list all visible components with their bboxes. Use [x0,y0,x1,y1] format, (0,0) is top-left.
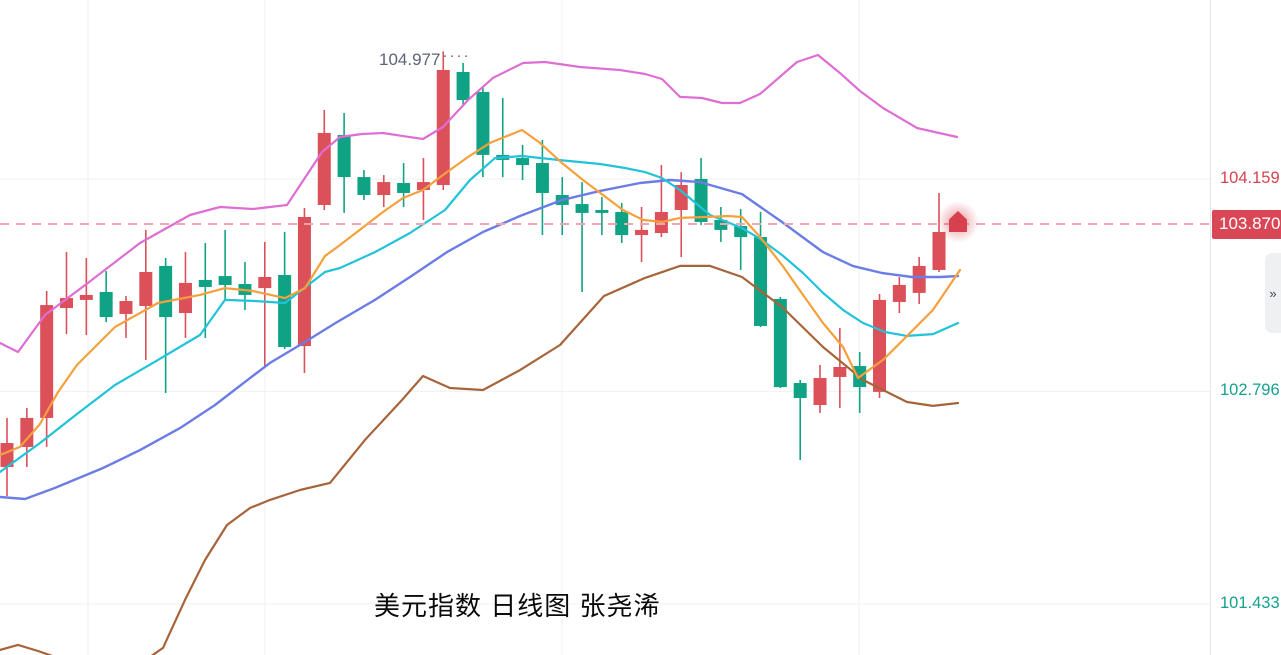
lower-band-line [0,264,960,655]
price-axis-label: 102.796 [1220,381,1280,400]
high-price-annotation: 104.977 ···· [379,47,471,70]
current-price-badge: 103.870 [1212,209,1281,239]
candle-body [198,279,212,287]
candle-body [694,178,708,222]
candle-body [595,209,609,213]
price-marker-icon [949,210,967,232]
candle-body [59,298,73,309]
candle-body [674,185,688,210]
candle-body [357,177,371,196]
candle-body [258,277,272,289]
price-axis-separator [1210,0,1211,655]
candle-body [773,298,787,388]
candle-body [892,284,906,302]
candle-body [20,417,34,447]
candle-body [397,182,411,193]
candle-body [278,274,292,348]
candle-body [932,231,946,270]
candle-body [119,301,133,314]
candle-body [873,299,887,392]
candlestick-series [0,51,946,497]
candle-body [159,265,173,318]
candle-body [575,204,589,213]
candle-body [317,132,331,205]
candle-body [416,182,430,191]
high-price-annotation-value: 104.977 [379,50,441,69]
candle-body [615,211,629,236]
candle-body [337,134,351,178]
candle-body [456,71,470,101]
candle-body [535,163,549,193]
candle-body [476,91,490,155]
price-axis-label: 101.433 [1220,593,1280,612]
candle-body [79,294,93,300]
ma-slow-line [0,178,960,501]
annotation-dots: ···· [442,47,471,64]
candle-body [754,237,768,326]
candle-body [218,276,232,285]
upper-band-line [0,53,959,354]
ma-mid-line [0,154,960,474]
price-axis[interactable]: 104.159 102.796 101.433 103.870 [1211,0,1281,655]
candle-body [40,305,54,418]
candle-body [635,229,649,236]
candle-body [912,265,926,293]
candle-body [734,226,748,238]
ma-fast-line [0,128,962,457]
candle-body [0,443,14,468]
collapse-axis-button[interactable]: » [1265,253,1281,333]
candle-body [516,158,530,166]
candle-body [297,216,311,347]
price-axis-label: 104.159 [1220,168,1280,187]
candle-body [377,182,391,196]
chevrons-right-icon: » [1269,285,1277,301]
candle-body [793,383,807,398]
candle-body [139,272,153,307]
candle-body [833,366,847,377]
chart-watermark-title: 美元指数 日线图 张尧浠 [374,591,661,621]
candle-body [813,378,827,405]
candle-body [99,291,113,318]
